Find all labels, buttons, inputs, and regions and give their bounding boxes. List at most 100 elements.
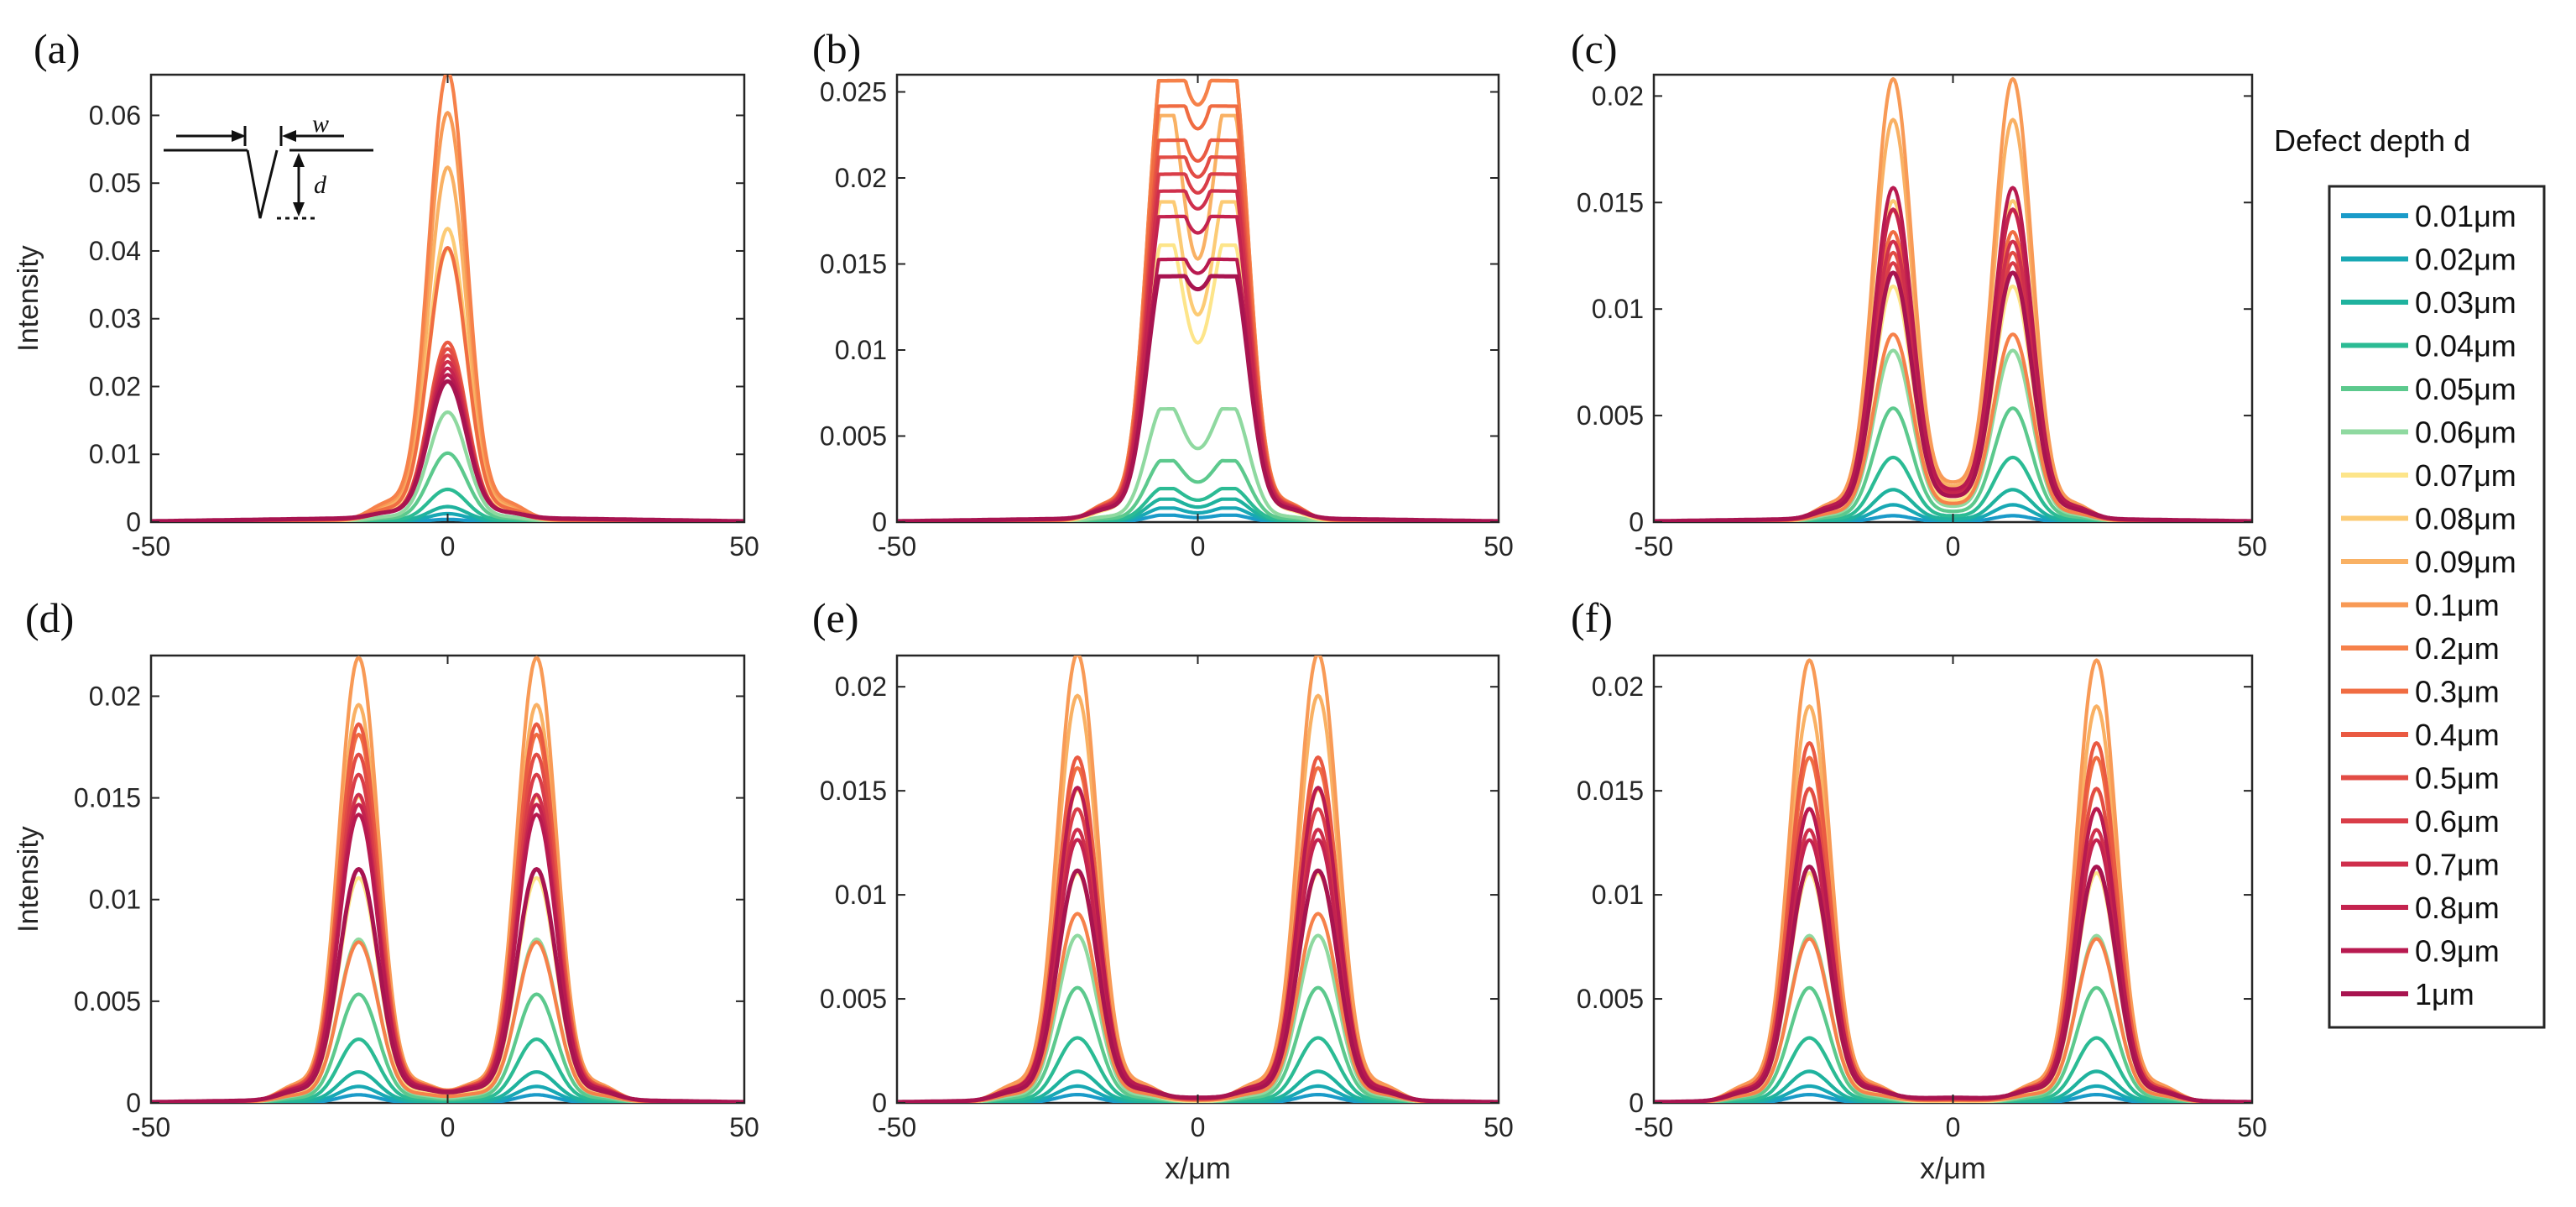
x-tick-label: -50 [132, 1112, 170, 1142]
y-tick-label: 0.02 [1592, 671, 1644, 702]
y-tick-label: 0 [1629, 507, 1644, 537]
legend-entry-6: 0.06μm [2415, 415, 2516, 450]
inset-w-label: w [312, 110, 329, 138]
y-tick-label: 0.005 [1577, 984, 1644, 1014]
legend-entry-9: 0.09μm [2415, 545, 2516, 579]
x-tick-label: 0 [441, 531, 456, 562]
y-tick-label: 0 [872, 1088, 887, 1118]
plot-area [149, 73, 746, 524]
y-tick-label: 0.03 [89, 304, 141, 334]
inset-d-label: d [314, 171, 327, 199]
x-tick-label: -50 [1635, 1112, 1673, 1142]
legend-entry-10: 0.1μm [2415, 588, 2500, 623]
series-line-19 [1654, 270, 2252, 522]
y-tick-label: 0.015 [1577, 776, 1644, 806]
legend-entry-1: 0.01μm [2415, 199, 2516, 233]
x-tick-label: -50 [878, 531, 916, 562]
legend: Defect depth d 0.01μm 0.02μm 0.03μm 0.04μm 0… [2274, 123, 2546, 1029]
y-tick-label: 0 [1629, 1088, 1644, 1118]
y-tick-label: 0.02 [835, 163, 887, 193]
x-tick-label: 50 [2237, 1112, 2267, 1142]
legend-entry-7: 0.07μm [2415, 458, 2516, 493]
series-group [151, 75, 744, 522]
x-tick-label: 50 [729, 531, 759, 562]
y-tick-label: 0.01 [89, 885, 141, 915]
plot-area [149, 654, 746, 1105]
legend-entry-17: 0.8μm [2415, 891, 2500, 925]
y-tick-label: 0.005 [820, 984, 887, 1014]
x-tick-label: -50 [878, 1112, 916, 1142]
y-tick-label: 0 [126, 507, 141, 537]
x-axis-label: x/μm [1165, 1151, 1231, 1185]
x-tick-label: 0 [1946, 531, 1961, 562]
y-tick-label: 0.01 [1592, 294, 1644, 324]
legend-entry-18: 0.9μm [2415, 934, 2500, 969]
y-tick-label: 0.005 [820, 421, 887, 452]
x-axis-label: x/μm [1920, 1151, 1986, 1185]
plot-area [895, 654, 1500, 1105]
legend-entry-12: 0.3μm [2415, 675, 2500, 709]
panel-label: (c) [1571, 25, 1618, 72]
panel-label: (d) [25, 594, 74, 641]
y-axis-label: Intensity [13, 826, 44, 933]
panel-label: (e) [812, 594, 859, 641]
y-tick-label: 0 [126, 1088, 141, 1118]
legend-entry-8: 0.08μm [2415, 502, 2516, 536]
y-tick-label: 0.01 [89, 439, 141, 469]
y-tick-label: 0.015 [74, 783, 141, 813]
y-tick-label: 0.02 [89, 681, 141, 711]
plot-area [1652, 654, 2254, 1105]
x-tick-label: 50 [1484, 1112, 1514, 1142]
defect-schematic-inset: w d [164, 110, 373, 220]
y-tick-label: 0.015 [1577, 187, 1644, 217]
x-tick-label: 0 [441, 1112, 456, 1142]
y-tick-label: 0.015 [820, 776, 887, 806]
y-tick-label: 0.02 [1592, 81, 1644, 111]
y-tick-label: 0.01 [835, 880, 887, 910]
legend-entry-4: 0.04μm [2415, 329, 2516, 363]
legend-entry-3: 0.03μm [2415, 285, 2516, 320]
legend-entry-11: 0.2μm [2415, 631, 2500, 666]
x-tick-label: 50 [1484, 531, 1514, 562]
x-tick-label: 50 [729, 1112, 759, 1142]
chart-panel-1: -50 0 5000.010.020.030.040.050.06Intensity… [13, 25, 759, 562]
legend-title: Defect depth d [2274, 123, 2470, 158]
panels: -50 0 5000.010.020.030.040.050.06Intensity… [13, 25, 2267, 1185]
x-tick-label: -50 [1635, 531, 1673, 562]
legend-entry-15: 0.6μm [2415, 804, 2500, 839]
y-tick-label: 0 [872, 507, 887, 537]
legend-entry-16: 0.7μm [2415, 848, 2500, 882]
y-tick-label: 0.04 [89, 236, 141, 266]
x-tick-label: -50 [132, 531, 170, 562]
legend-entry-14: 0.5μm [2415, 761, 2500, 796]
y-axis-label: Intensity [13, 245, 44, 352]
y-tick-label: 0.005 [74, 986, 141, 1016]
x-tick-label: 0 [1946, 1112, 1961, 1142]
y-tick-label: 0.01 [1592, 880, 1644, 910]
y-tick-label: 0.005 [1577, 400, 1644, 431]
legend-entry-19: 1μm [2415, 977, 2474, 1011]
panel-label: (f) [1571, 594, 1613, 641]
legend-entry-5: 0.05μm [2415, 372, 2516, 406]
x-tick-label: 50 [2237, 531, 2267, 562]
x-tick-label: 0 [1191, 531, 1206, 562]
legend-entry-13: 0.4μm [2415, 718, 2500, 752]
panel-label: (b) [812, 25, 861, 72]
series-line-19 [151, 867, 744, 1103]
y-tick-label: 0.02 [89, 371, 141, 401]
series-group [1654, 76, 2252, 522]
legend-entry-2: 0.02μm [2415, 243, 2516, 277]
y-tick-label: 0.02 [835, 671, 887, 702]
panel-label: (a) [34, 25, 81, 72]
x-tick-label: 0 [1191, 1112, 1206, 1142]
y-tick-label: 0.025 [820, 77, 887, 107]
y-tick-label: 0.06 [89, 100, 141, 130]
series-line-19 [897, 274, 1499, 522]
plot-area [895, 73, 1500, 524]
